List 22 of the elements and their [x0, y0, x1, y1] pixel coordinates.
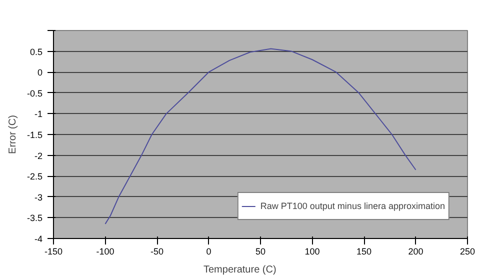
- x-tick-label: 200: [408, 246, 424, 256]
- y-tick-label: 0: [37, 68, 43, 78]
- y-tick-label: -0.5: [26, 88, 43, 98]
- x-tick-label: 50: [255, 246, 266, 256]
- legend-label: Raw PT100 output minus linera approximation: [260, 201, 445, 211]
- y-tick-label: 0.5: [30, 46, 43, 57]
- x-tick-label: -50: [150, 246, 164, 256]
- y-tick-label: -2.5: [26, 172, 43, 182]
- y-tick-label: -3: [34, 192, 43, 202]
- x-axis-title: Temperature (C): [204, 264, 276, 276]
- x-tick-label: 100: [304, 246, 320, 256]
- y-tick-label: -1.5: [26, 130, 43, 140]
- x-tick-label: 0: [206, 246, 212, 256]
- y-tick-label: -4: [34, 234, 43, 244]
- y-tick-label: -2: [34, 150, 43, 161]
- y-tick-label: -1: [34, 109, 43, 120]
- x-tick-label: 250: [460, 246, 476, 256]
- x-tick-label: -100: [96, 246, 114, 256]
- y-tick-label: -3.5: [26, 213, 43, 224]
- x-tick-label: -150: [44, 246, 63, 256]
- y-axis-title: Error (C): [8, 115, 18, 154]
- x-tick-label: 150: [356, 246, 372, 256]
